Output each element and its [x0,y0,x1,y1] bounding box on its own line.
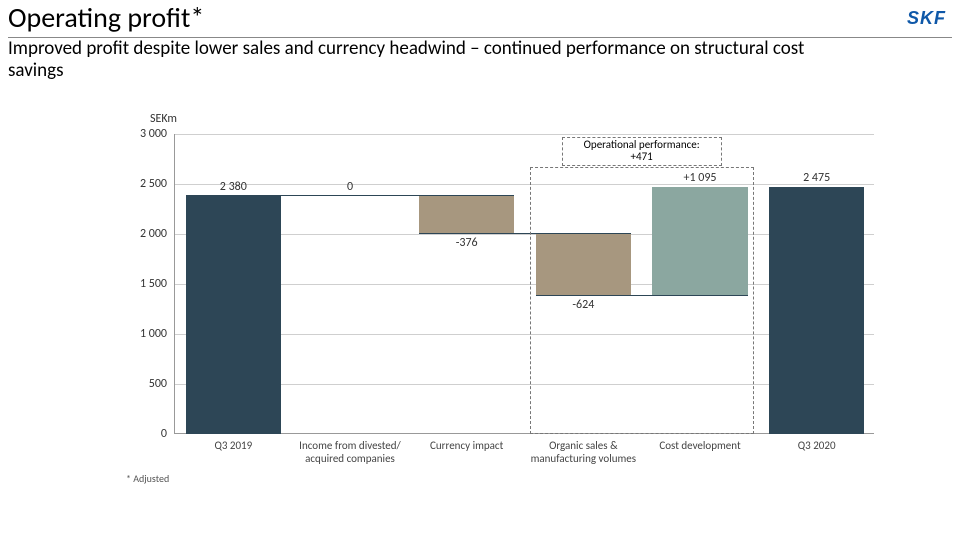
y-tick-label: 0 [111,427,167,441]
y-tick-label: 3 000 [111,127,167,141]
annotation-line2: +471 [631,150,653,163]
bar-value-label: 2 475 [777,171,857,185]
waterfall-chart: SEKm 0 500 1 000 1 500 2 000 2 500 3 000 2 380 Q… [110,112,880,522]
y-tick-label: 2 500 [111,177,167,191]
waterfall-bar [302,196,398,198]
x-axis-label: Organic sales & manufacturing volumes [528,440,638,465]
x-axis-label: Cost development [645,440,755,453]
page-subtitle: Improved profit despite lower sales and … [8,38,848,82]
waterfall-bar [186,196,282,434]
annotation-label: Operational performance:+471 [562,137,722,166]
chart-footnote: * Adjusted [126,472,169,485]
y-tick-label: 2 000 [111,227,167,241]
page-title: Operating profit* [8,0,952,38]
bar-value-label: -376 [427,236,507,250]
bar-value-label: 2 380 [193,180,273,194]
x-axis-label: Currency impact [412,440,522,453]
grid-line [175,184,874,185]
brand-logo: SKF [907,8,946,29]
bar-value-label: 0 [310,180,390,194]
x-axis-label: Income from divested/ acquired companies [295,440,405,465]
x-axis-label: Q3 2020 [762,440,872,453]
y-tick-label: 500 [111,377,167,391]
x-axis-label: Q3 2019 [178,440,288,453]
y-tick-label: 1 000 [111,327,167,341]
y-tick-label: 1 500 [111,277,167,291]
waterfall-bar [769,187,865,435]
annotation-box [530,167,754,435]
waterfall-bar [419,196,515,234]
grid-line [175,134,874,135]
annotation-line1: Operational performance: [584,138,700,151]
plot-area: 05001 0001 5002 0002 5003 0002 380Q3 201… [174,134,874,434]
y-axis-unit: SEKm [150,112,177,126]
slide-root: Operating profit* Improved profit despit… [0,0,960,540]
waterfall-bridge [302,195,514,196]
